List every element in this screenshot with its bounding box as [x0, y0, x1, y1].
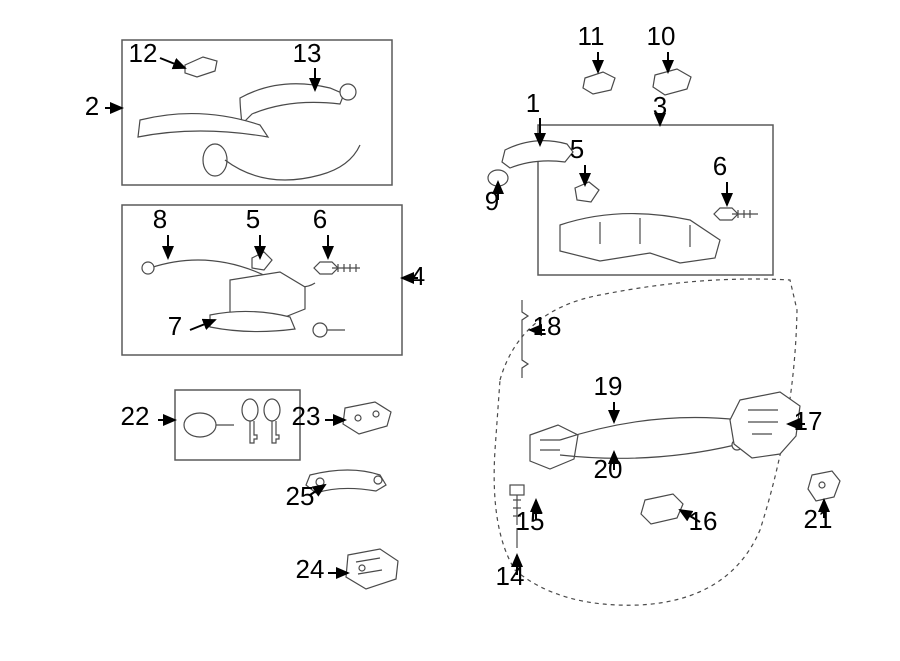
callout-9: 9	[485, 182, 499, 216]
callout-label-11: 11	[578, 21, 605, 51]
box22-parts	[184, 399, 280, 443]
callout-21: 21	[804, 500, 833, 534]
callout-label-13: 13	[293, 38, 322, 68]
callout-17: 17	[788, 406, 822, 436]
callout-labels: 1234556678910111213141516171819202122232…	[85, 21, 833, 591]
callout-16: 16	[680, 506, 717, 536]
callout-label-15: 15	[516, 506, 545, 536]
callout-8: 8	[153, 204, 168, 258]
callout-15: 15	[516, 500, 545, 536]
callout-label-1: 1	[526, 88, 540, 118]
callout-label-20: 20	[594, 454, 623, 484]
callout-label-17: 17	[794, 406, 823, 436]
callout-label-9: 9	[485, 186, 499, 216]
callout-12: 12	[129, 38, 185, 68]
part-19	[560, 415, 747, 440]
callout-label-24: 24	[296, 554, 325, 584]
parts-diagram: 1234556678910111213141516171819202122232…	[0, 0, 900, 661]
callout-7: 7	[168, 311, 215, 341]
callout-22: 22	[121, 401, 175, 431]
callout-label-14: 14	[496, 561, 525, 591]
callout-label-19: 19	[594, 371, 623, 401]
callout-label-4: 4	[411, 261, 425, 291]
callout-label-2: 2	[85, 91, 99, 121]
part-18	[522, 300, 528, 378]
callout-label-23: 23	[292, 401, 321, 431]
callout-5: 5	[246, 204, 260, 258]
callout-label-5: 5	[570, 134, 584, 164]
callout-label-6: 6	[313, 204, 327, 234]
callout-label-25: 25	[286, 481, 315, 511]
callout-24: 24	[296, 554, 348, 584]
callout-label-10: 10	[647, 21, 676, 51]
callout-3: 3	[653, 91, 667, 125]
callout-label-8: 8	[153, 204, 167, 234]
part-21	[808, 471, 840, 501]
callout-20: 20	[594, 452, 623, 484]
callout-label-21: 21	[804, 504, 833, 534]
box3-parts	[560, 182, 758, 263]
callout-label-16: 16	[689, 506, 718, 536]
callout-19: 19	[594, 371, 623, 422]
callout-label-7: 7	[168, 311, 182, 341]
callout-11: 11	[578, 21, 605, 72]
callout-label-5: 5	[246, 204, 260, 234]
part-20	[560, 440, 742, 458]
callout-6: 6	[713, 151, 727, 205]
part-24	[346, 549, 398, 589]
part-16	[641, 494, 683, 524]
callout-label-12: 12	[129, 38, 158, 68]
callout-label-18: 18	[533, 311, 562, 341]
callout-23: 23	[292, 401, 345, 431]
callout-10: 10	[647, 21, 676, 72]
callout-5: 5	[570, 134, 585, 185]
callout-18: 18	[530, 311, 561, 341]
callout-label-22: 22	[121, 401, 150, 431]
callout-2: 2	[85, 91, 122, 121]
part-11	[583, 72, 615, 94]
box2-parts	[138, 57, 360, 180]
callout-label-6: 6	[713, 151, 727, 181]
callout-label-3: 3	[653, 91, 667, 121]
callout-4: 4	[402, 261, 425, 291]
callout-6: 6	[313, 204, 328, 258]
part-23	[343, 402, 391, 434]
callout-14: 14	[496, 555, 525, 591]
callout-13: 13	[293, 38, 322, 90]
